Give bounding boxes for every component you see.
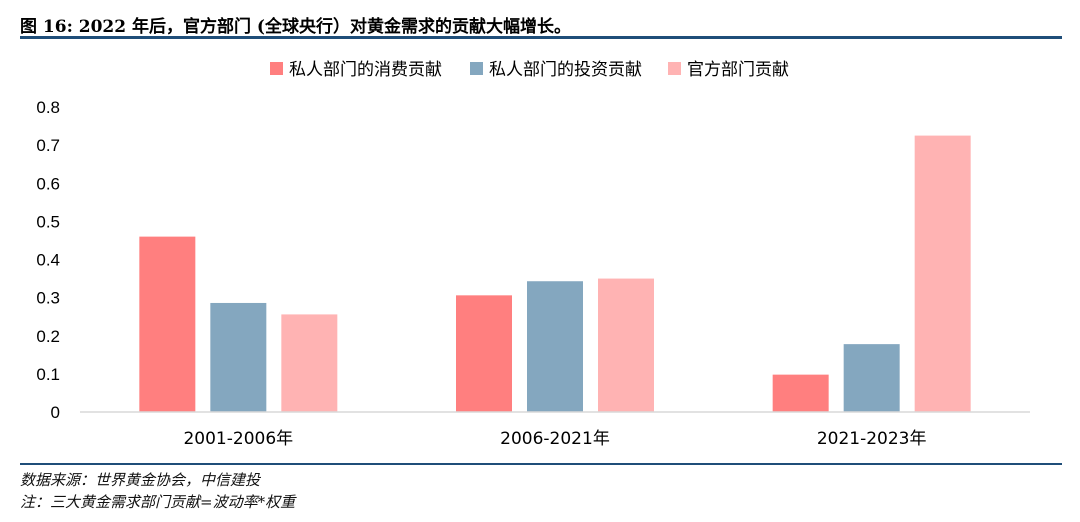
figure-title: 图 16: 2022 年后，官方部门 (全球央行）对黄金需求的贡献大幅增长。	[20, 17, 571, 37]
legend-label: 官方部门贡献	[687, 60, 789, 80]
y-tick-label: 0.4	[36, 251, 60, 270]
legend: 私人部门的消费贡献 私人部门的投资贡献 官方部门贡献	[270, 60, 789, 80]
footnote: 注：三大黄金需求部门贡献=波动率*权重	[20, 493, 296, 511]
bar	[843, 344, 900, 412]
bar	[914, 135, 971, 412]
title-rule	[20, 36, 1062, 39]
x-tick-label: 2001-2006年	[183, 429, 293, 449]
y-tick-label: 0.1	[36, 365, 60, 384]
legend-label: 私人部门的投资贡献	[489, 60, 642, 80]
y-axis: 0 0.1 0.2 0.3 0.4 0.5 0.6 0.7 0.8	[36, 98, 60, 422]
bar	[210, 302, 267, 412]
x-tick-label: 2006-2021年	[500, 429, 610, 449]
bar	[598, 278, 654, 412]
footer-rule	[20, 463, 1062, 465]
x-axis: 2001-2006年 2006-2021年 2021-2023年	[183, 429, 926, 449]
y-tick-label: 0.7	[36, 136, 60, 155]
bar	[772, 374, 829, 412]
legend-swatch	[270, 62, 283, 75]
y-tick-label: 0.5	[36, 212, 60, 231]
y-tick-label: 0.3	[36, 289, 60, 308]
bar	[456, 295, 512, 412]
bar	[527, 281, 583, 412]
legend-swatch	[470, 62, 483, 75]
x-tick-label: 2021-2023年	[817, 429, 927, 449]
legend-label: 私人部门的消费贡献	[289, 60, 442, 80]
legend-swatch	[668, 62, 681, 75]
y-tick-label: 0.8	[36, 98, 60, 117]
y-tick-label: 0.2	[36, 327, 60, 346]
bars	[139, 135, 971, 412]
bar-chart: 私人部门的消费贡献 私人部门的投资贡献 官方部门贡献 0 0.1 0.2 0.3 0.4 0.…	[36, 60, 1030, 449]
y-tick-label: 0	[51, 403, 60, 422]
y-tick-label: 0.6	[36, 174, 60, 193]
bar	[139, 236, 196, 412]
data-source: 数据来源：世界黄金协会，中信建投	[20, 471, 261, 489]
bar	[281, 314, 338, 412]
